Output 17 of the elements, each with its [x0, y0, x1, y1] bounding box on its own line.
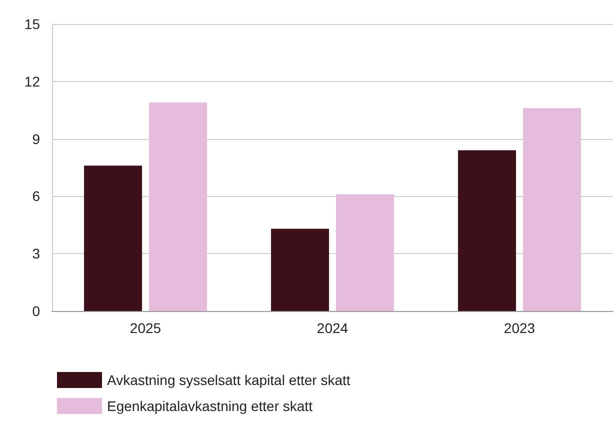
bar: [336, 194, 394, 311]
y-tick-label: 6: [32, 188, 40, 204]
bar: [271, 228, 330, 311]
legend-label: Avkastning sysselsatt kapital etter skatt: [107, 372, 350, 388]
y-tick-label: 3: [32, 246, 40, 262]
x-tick-label: 2024: [316, 320, 348, 336]
legend-label: Egenkapitalavkastning etter skatt: [107, 398, 313, 414]
y-tick-label: 15: [24, 16, 40, 32]
x-tick-label: 2025: [130, 320, 162, 336]
bar: [522, 108, 581, 311]
y-tick-label: 0: [32, 303, 40, 319]
y-tick-label: 9: [32, 130, 40, 147]
y-tick-label: 12: [24, 73, 40, 90]
bar: [148, 102, 207, 311]
bar: [84, 166, 142, 311]
x-tick-label: 2023: [504, 320, 536, 336]
bar: [458, 150, 516, 311]
